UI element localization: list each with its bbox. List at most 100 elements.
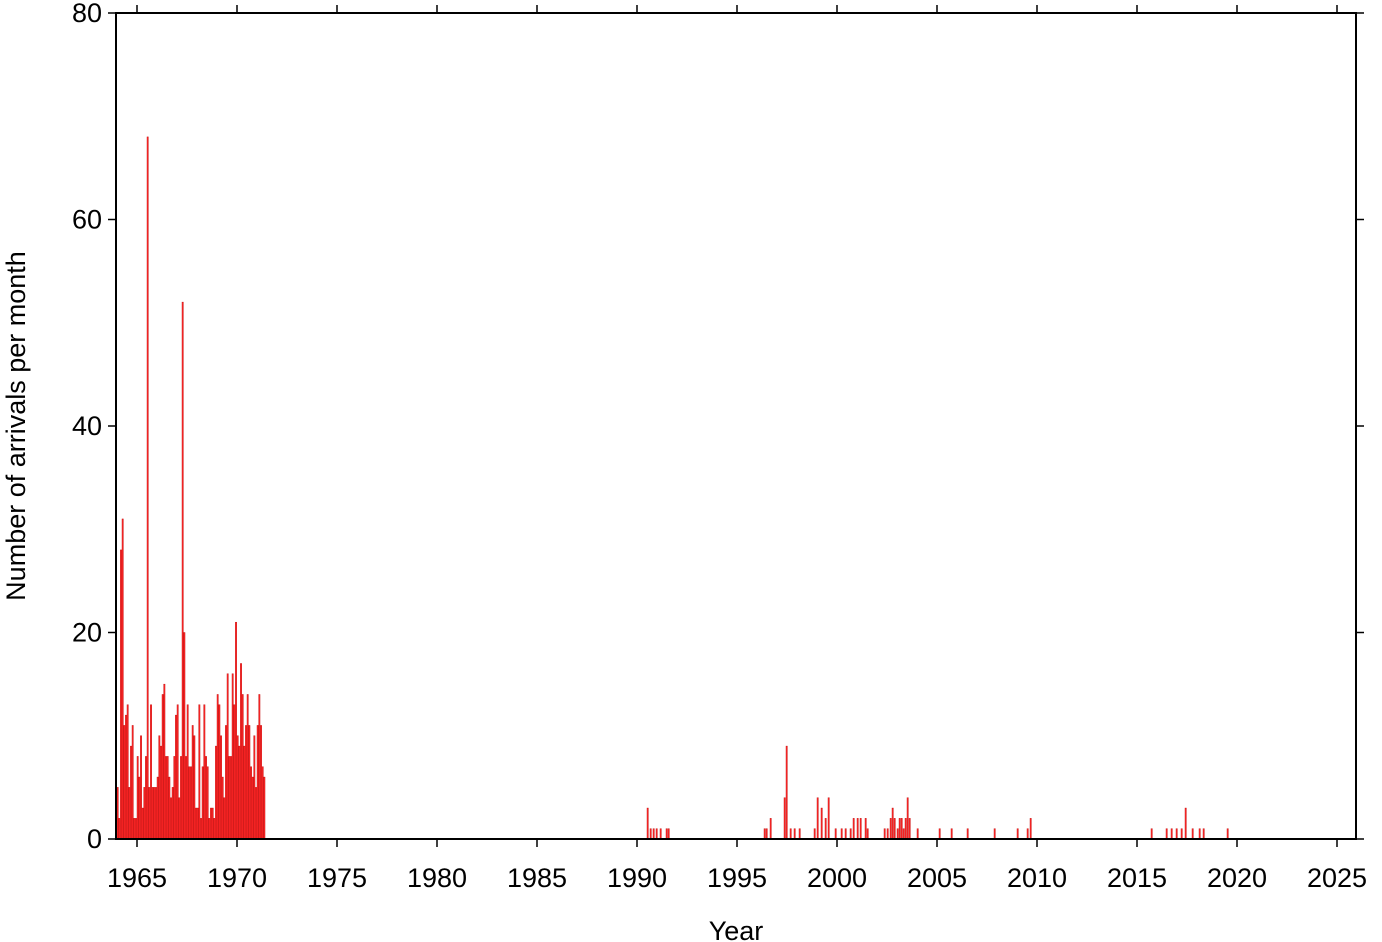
bar (993, 828, 996, 840)
bar (793, 828, 796, 840)
bar (231, 673, 234, 840)
y-tick-label: 0 (87, 824, 102, 854)
bar (1175, 828, 1178, 840)
bar (659, 828, 662, 840)
bar (150, 704, 152, 840)
bar (213, 818, 216, 840)
bar (1184, 807, 1187, 840)
bar (891, 807, 894, 840)
bar (181, 301, 184, 840)
bar (886, 828, 889, 840)
bar (155, 787, 157, 840)
bar (765, 828, 768, 840)
x-tick-label: 1965 (107, 863, 167, 893)
bar (196, 807, 199, 840)
bar (898, 818, 901, 840)
bar (856, 818, 859, 840)
bar (896, 828, 899, 840)
bar (906, 797, 909, 840)
bar (849, 828, 852, 840)
bar (763, 828, 766, 840)
bar (195, 807, 197, 840)
x-tick-label: 1975 (307, 863, 367, 893)
bar (866, 828, 869, 840)
x-tick-label: 2025 (1307, 863, 1367, 893)
bar (166, 756, 169, 840)
bar (238, 745, 241, 840)
bar (193, 735, 196, 840)
bar (241, 694, 244, 840)
bar (260, 725, 262, 840)
bar (950, 828, 953, 840)
bar (126, 704, 129, 840)
plot-frame (115, 12, 1357, 840)
bar (827, 797, 830, 840)
x-tick-label: 2010 (1007, 863, 1067, 893)
bar (1165, 828, 1168, 840)
bar (904, 818, 907, 840)
bar (966, 828, 969, 840)
bar (223, 797, 226, 840)
bar (1191, 828, 1194, 840)
bar (211, 807, 214, 840)
bar (130, 745, 132, 840)
bar (883, 828, 886, 840)
bar (156, 776, 159, 840)
bar (834, 828, 837, 840)
bar (900, 818, 903, 840)
bar (151, 787, 154, 840)
bar (864, 818, 867, 840)
bar (908, 818, 911, 840)
bar (236, 735, 239, 840)
bar (183, 632, 186, 840)
bar (916, 828, 919, 840)
bar (251, 776, 254, 840)
bar (218, 704, 221, 840)
bar (889, 818, 892, 840)
bar (206, 766, 209, 840)
bar (893, 818, 896, 840)
bar (646, 807, 649, 840)
bar (1026, 828, 1029, 840)
bar (116, 787, 119, 840)
bar (220, 735, 222, 840)
bar (203, 704, 206, 840)
bar (165, 756, 167, 840)
bar (221, 776, 224, 840)
bar (1198, 828, 1201, 840)
bar (655, 828, 658, 840)
bar (148, 787, 151, 840)
bar (258, 694, 261, 840)
bar (226, 673, 229, 840)
bar (175, 714, 177, 840)
bar (216, 694, 219, 840)
bar (902, 828, 905, 840)
x-tick-label: 2015 (1107, 863, 1167, 893)
bar (844, 828, 847, 840)
x-tick-label: 2020 (1207, 863, 1267, 893)
bar (133, 818, 136, 840)
bar (163, 683, 166, 840)
bar (125, 714, 127, 840)
bar (168, 776, 171, 840)
bar (852, 818, 855, 840)
x-tick-label: 1995 (707, 863, 767, 893)
bar (665, 828, 668, 840)
bar (263, 776, 266, 840)
bar (1029, 818, 1032, 840)
bar (201, 766, 204, 840)
bar (783, 797, 786, 840)
bar (1180, 828, 1183, 840)
bar (136, 756, 139, 840)
x-tick-label: 1985 (507, 863, 567, 893)
bar (1150, 828, 1153, 840)
bar (649, 828, 652, 840)
bar (1170, 828, 1173, 840)
y-tick-label: 40 (72, 411, 102, 441)
bar (233, 704, 236, 840)
bar (820, 807, 823, 840)
bar (228, 756, 231, 840)
bar (173, 756, 176, 840)
bar (235, 621, 237, 840)
bar (816, 797, 819, 840)
